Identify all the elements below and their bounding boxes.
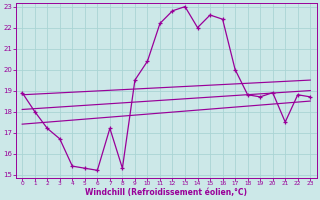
X-axis label: Windchill (Refroidissement éolien,°C): Windchill (Refroidissement éolien,°C) xyxy=(85,188,247,197)
